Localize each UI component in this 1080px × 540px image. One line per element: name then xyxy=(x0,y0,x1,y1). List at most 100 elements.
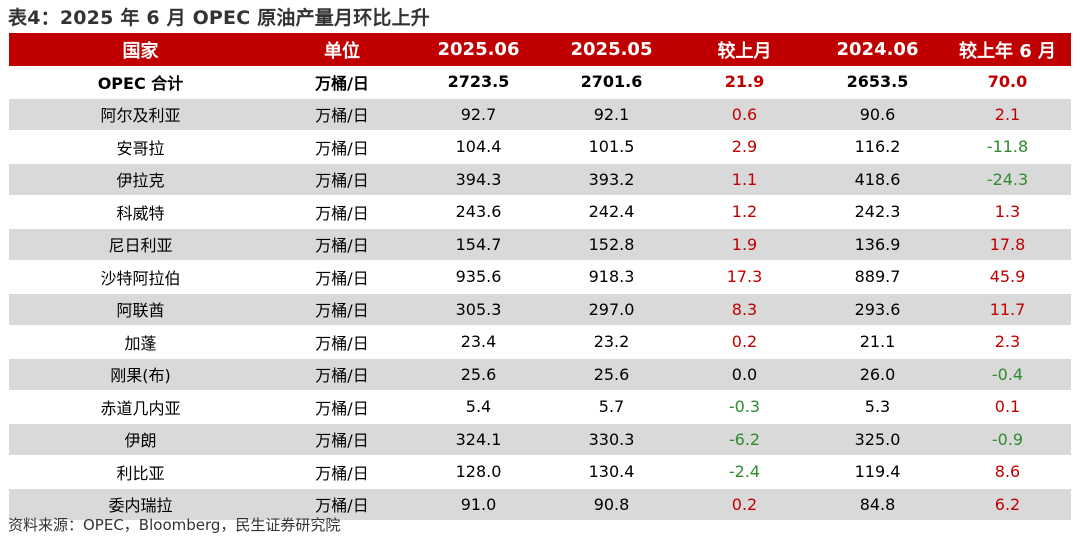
cell-jun-2024: 889.7 xyxy=(811,260,944,294)
table-row: 科威特 万桶/日 243.6 242.4 1.2 242.3 1.3 xyxy=(9,195,1071,229)
header-yoy-change: 较上年 6 月 xyxy=(944,33,1071,66)
cell-mom-change: 17.3 xyxy=(678,260,811,294)
cell-unit: 万桶/日 xyxy=(272,390,412,424)
cell-mom-change: 1.2 xyxy=(678,195,811,229)
cell-unit: 万桶/日 xyxy=(272,423,412,456)
cell-jun-2025: 128.0 xyxy=(412,455,545,489)
cell-jun-2024: 21.1 xyxy=(811,325,944,359)
cell-mom-change: 0.2 xyxy=(678,488,811,521)
cell-country: 安哥拉 xyxy=(9,130,272,164)
header-country: 国家 xyxy=(9,33,272,66)
cell-yoy-change: 0.1 xyxy=(944,390,1071,424)
cell-may-2025: 23.2 xyxy=(545,325,678,359)
table-row: 伊朗 万桶/日 324.1 330.3 -6.2 325.0 -0.9 xyxy=(9,423,1071,456)
cell-unit: 万桶/日 xyxy=(272,98,412,131)
cell-yoy-change: 45.9 xyxy=(944,260,1071,294)
header-jun-2025: 2025.06 xyxy=(412,33,545,66)
cell-jun-2025: 394.3 xyxy=(412,163,545,196)
cell-may-2025: 25.6 xyxy=(545,358,678,391)
cell-jun-2024: 2653.5 xyxy=(811,66,944,99)
cell-yoy-change: -0.4 xyxy=(944,358,1071,391)
cell-country: 尼日利亚 xyxy=(9,228,272,261)
cell-yoy-change: 70.0 xyxy=(944,66,1071,99)
table-row: 阿尔及利亚 万桶/日 92.7 92.1 0.6 90.6 2.1 xyxy=(9,98,1071,131)
cell-country: 科威特 xyxy=(9,195,272,229)
cell-jun-2025: 305.3 xyxy=(412,293,545,326)
table-title: 表4：2025 年 6 月 OPEC 原油产量月环比上升 xyxy=(8,7,430,29)
cell-mom-change: 0.0 xyxy=(678,358,811,391)
cell-jun-2024: 293.6 xyxy=(811,293,944,326)
cell-jun-2025: 25.6 xyxy=(412,358,545,391)
cell-may-2025: 330.3 xyxy=(545,423,678,456)
cell-jun-2024: 116.2 xyxy=(811,130,944,164)
cell-mom-change: 8.3 xyxy=(678,293,811,326)
cell-may-2025: 918.3 xyxy=(545,260,678,294)
cell-country: OPEC 合计 xyxy=(9,66,272,99)
cell-country: 加蓬 xyxy=(9,325,272,359)
cell-mom-change: 0.2 xyxy=(678,325,811,359)
cell-country: 伊拉克 xyxy=(9,163,272,196)
cell-jun-2025: 5.4 xyxy=(412,390,545,424)
cell-yoy-change: -11.8 xyxy=(944,130,1071,164)
cell-may-2025: 297.0 xyxy=(545,293,678,326)
cell-may-2025: 90.8 xyxy=(545,488,678,521)
header-jun-2024: 2024.06 xyxy=(811,33,944,66)
cell-mom-change: 21.9 xyxy=(678,66,811,99)
cell-mom-change: -6.2 xyxy=(678,423,811,456)
cell-mom-change: -0.3 xyxy=(678,390,811,424)
cell-yoy-change: -24.3 xyxy=(944,163,1071,196)
table-header-row: 国家 单位 2025.06 2025.05 较上月 2024.06 较上年 6 … xyxy=(9,33,1071,66)
cell-jun-2024: 84.8 xyxy=(811,488,944,521)
opec-production-table: 国家 单位 2025.06 2025.05 较上月 2024.06 较上年 6 … xyxy=(9,33,1071,521)
cell-jun-2024: 136.9 xyxy=(811,228,944,261)
cell-mom-change: 1.1 xyxy=(678,163,811,196)
table-row: 委内瑞拉 万桶/日 91.0 90.8 0.2 84.8 6.2 xyxy=(9,488,1071,521)
cell-jun-2025: 91.0 xyxy=(412,488,545,521)
cell-yoy-change: -0.9 xyxy=(944,423,1071,456)
cell-unit: 万桶/日 xyxy=(272,488,412,521)
cell-may-2025: 152.8 xyxy=(545,228,678,261)
cell-unit: 万桶/日 xyxy=(272,260,412,294)
cell-may-2025: 5.7 xyxy=(545,390,678,424)
cell-yoy-change: 2.3 xyxy=(944,325,1071,359)
cell-jun-2024: 26.0 xyxy=(811,358,944,391)
cell-unit: 万桶/日 xyxy=(272,195,412,229)
cell-may-2025: 242.4 xyxy=(545,195,678,229)
cell-country: 阿尔及利亚 xyxy=(9,98,272,131)
cell-jun-2024: 418.6 xyxy=(811,163,944,196)
cell-unit: 万桶/日 xyxy=(272,455,412,489)
cell-yoy-change: 2.1 xyxy=(944,98,1071,131)
cell-unit: 万桶/日 xyxy=(272,293,412,326)
table-row: 伊拉克 万桶/日 394.3 393.2 1.1 418.6 -24.3 xyxy=(9,163,1071,196)
table-row: 沙特阿拉伯 万桶/日 935.6 918.3 17.3 889.7 45.9 xyxy=(9,260,1071,294)
table-row: 安哥拉 万桶/日 104.4 101.5 2.9 116.2 -11.8 xyxy=(9,130,1071,164)
cell-country: 利比亚 xyxy=(9,455,272,489)
table-row: 尼日利亚 万桶/日 154.7 152.8 1.9 136.9 17.8 xyxy=(9,228,1071,261)
cell-jun-2025: 23.4 xyxy=(412,325,545,359)
table-row: 赤道几内亚 万桶/日 5.4 5.7 -0.3 5.3 0.1 xyxy=(9,390,1071,424)
cell-jun-2025: 2723.5 xyxy=(412,66,545,99)
source-note: 资料来源：OPEC，Bloomberg，民生证券研究院 xyxy=(8,516,341,534)
cell-jun-2024: 5.3 xyxy=(811,390,944,424)
cell-jun-2025: 243.6 xyxy=(412,195,545,229)
cell-may-2025: 92.1 xyxy=(545,98,678,131)
cell-jun-2024: 325.0 xyxy=(811,423,944,456)
table-row: 阿联酋 万桶/日 305.3 297.0 8.3 293.6 11.7 xyxy=(9,293,1071,326)
cell-country: 赤道几内亚 xyxy=(9,390,272,424)
cell-may-2025: 101.5 xyxy=(545,130,678,164)
cell-yoy-change: 6.2 xyxy=(944,488,1071,521)
cell-unit: 万桶/日 xyxy=(272,163,412,196)
cell-country: 沙特阿拉伯 xyxy=(9,260,272,294)
cell-jun-2025: 92.7 xyxy=(412,98,545,131)
table-row: 利比亚 万桶/日 128.0 130.4 -2.4 119.4 8.6 xyxy=(9,455,1071,489)
header-may-2025: 2025.05 xyxy=(545,33,678,66)
cell-yoy-change: 11.7 xyxy=(944,293,1071,326)
cell-mom-change: -2.4 xyxy=(678,455,811,489)
cell-jun-2025: 324.1 xyxy=(412,423,545,456)
table-row-total: OPEC 合计 万桶/日 2723.5 2701.6 21.9 2653.5 70.0 xyxy=(9,66,1071,99)
header-mom-change: 较上月 xyxy=(678,33,811,66)
table-row: 加蓬 万桶/日 23.4 23.2 0.2 21.1 2.3 xyxy=(9,325,1071,359)
cell-unit: 万桶/日 xyxy=(272,130,412,164)
cell-jun-2024: 90.6 xyxy=(811,98,944,131)
cell-jun-2025: 154.7 xyxy=(412,228,545,261)
